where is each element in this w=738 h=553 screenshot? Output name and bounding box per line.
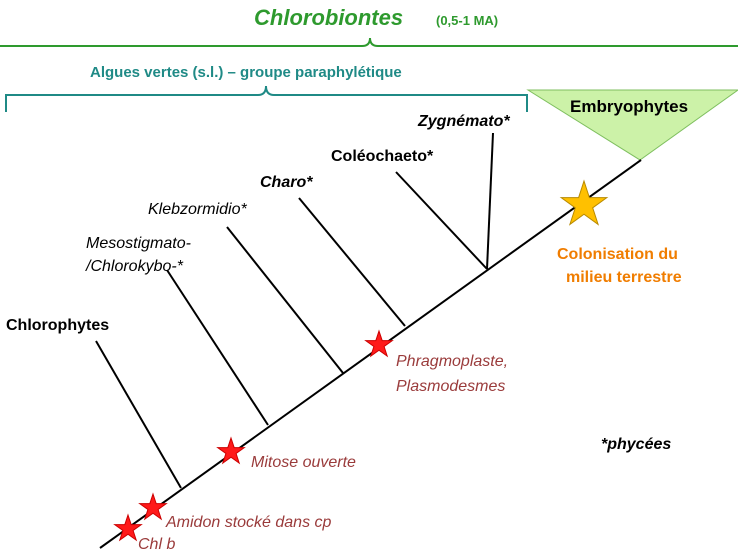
red-star-icon (113, 513, 143, 542)
phycees-note: *phycées (601, 436, 671, 453)
trait-mitose-ouverte: Mitose ouverte (251, 454, 356, 471)
gold-star-icon (559, 179, 609, 226)
taxon-klebzormidio: Klebzormidio* (148, 201, 247, 218)
taxon-coleochaeto: Coléochaeto* (331, 148, 434, 165)
trait-colonisation-line1: Colonisation du (557, 246, 678, 263)
main-trunk-line (99, 159, 642, 549)
algues-vertes-label: Algues vertes (s.l.) – groupe paraphylét… (90, 64, 402, 81)
branch-zygnemato (486, 132, 494, 270)
trait-amidon: Amidon stocké dans cp (165, 514, 332, 531)
branch-chlorophytes (95, 340, 182, 489)
branch-mesostigmato (166, 269, 269, 426)
taxon-chlorophytes: Chlorophytes (6, 317, 109, 334)
red-star-icon (364, 329, 394, 358)
algues-vertes-bracket (5, 85, 528, 112)
embryophytes-clade-triangle (526, 89, 738, 161)
age-range: (0,5-1 MA) (436, 13, 498, 28)
taxon-charo: Charo* (260, 174, 313, 191)
chlorobiontes-title: Chlorobiontes (254, 5, 403, 30)
branch-klebzormidio (226, 226, 344, 374)
trait-colonisation-line2: milieu terrestre (566, 269, 682, 286)
taxon-zygnemato: Zygnémato* (417, 113, 510, 130)
branch-coleochaeto (395, 171, 488, 270)
trait-phragmoplaste-line1: Phragmoplaste, (396, 353, 508, 370)
taxon-mesostigmato-line2: /Chlorokybo-* (85, 258, 184, 275)
branch-charo (298, 197, 406, 327)
trait-chl-b: Chl b (138, 536, 175, 553)
red-star-icon (216, 436, 246, 465)
embryophytes-label: Embryophytes (570, 97, 688, 116)
taxon-mesostigmato-line1: Mesostigmato- (86, 235, 191, 252)
chlorobiontes-bracket (0, 37, 738, 47)
red-star-icon (138, 492, 168, 521)
trait-phragmoplaste-line2: Plasmodesmes (396, 378, 505, 395)
